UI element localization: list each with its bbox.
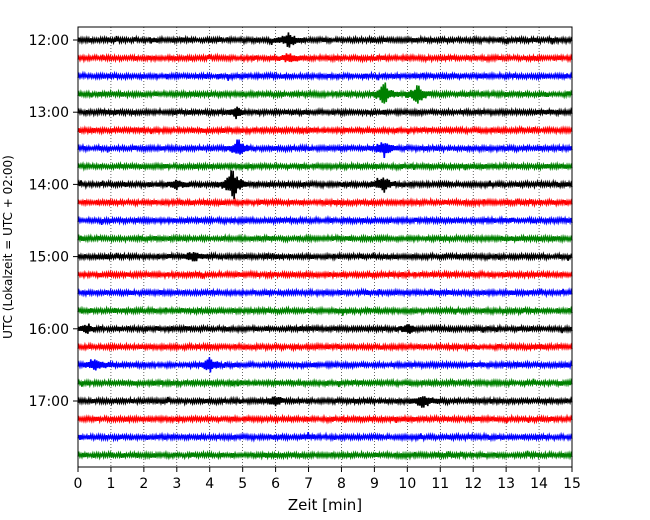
y-tick-label: 14:00 (29, 177, 69, 193)
x-tick-label: 3 (172, 476, 181, 492)
x-tick-label: 2 (139, 476, 148, 492)
y-tick-label: 16:00 (29, 322, 69, 338)
trace-11 (77, 233, 573, 245)
traces (77, 32, 573, 461)
trace-8 (77, 170, 573, 200)
x-tick-label: 0 (74, 476, 83, 492)
trace-3 (77, 82, 573, 104)
trace-21 (77, 413, 573, 425)
trace-18 (77, 357, 573, 373)
y-tick-label: 15:00 (29, 250, 69, 266)
trace-17 (77, 341, 573, 353)
x-tick-label: 9 (370, 476, 379, 492)
trace-15 (77, 305, 573, 317)
trace-19 (77, 377, 573, 389)
y-axis-label: UTC (Lokalzeit = UTC + 02:00) (1, 155, 15, 339)
trace-12 (77, 250, 573, 263)
x-tick-label: 11 (431, 476, 449, 492)
trace-4 (77, 106, 573, 120)
x-tick-label: 15 (563, 476, 581, 492)
y-axis: 12:00 13:00 14:00 15:00 16:00 17:00 (29, 33, 78, 410)
x-tick-label: 12 (464, 476, 482, 492)
y-tick-label: 13:00 (29, 105, 69, 121)
trace-1 (77, 52, 573, 64)
y-tick-label: 17:00 (29, 394, 69, 410)
trace-6 (77, 139, 573, 158)
x-tick-label: 10 (398, 476, 416, 492)
x-axis: 0 1 2 3 4 5 6 7 8 9 10 11 12 13 14 15 (74, 467, 581, 492)
x-tick-label: 5 (238, 476, 247, 492)
x-axis-label: Zeit [min] (288, 496, 362, 514)
x-tick-label: 8 (337, 476, 346, 492)
x-tick-label: 14 (530, 476, 548, 492)
grid-lines (110, 27, 540, 467)
trace-0 (77, 32, 573, 48)
trace-22 (77, 431, 573, 443)
trace-20 (77, 395, 573, 408)
trace-13 (77, 268, 573, 281)
x-tick-label: 6 (271, 476, 280, 492)
x-tick-label: 4 (205, 476, 214, 492)
trace-9 (77, 196, 573, 208)
trace-16 (77, 323, 573, 335)
trace-14 (77, 287, 573, 299)
y-tick-label: 12:00 (29, 33, 69, 49)
trace-23 (77, 449, 573, 461)
x-tick-label: 13 (497, 476, 515, 492)
trace-7 (77, 160, 573, 172)
trace-5 (77, 124, 573, 136)
x-tick-label: 1 (106, 476, 115, 492)
plot-frame (77, 26, 573, 468)
trace-10 (77, 214, 573, 227)
trace-2 (77, 70, 573, 82)
x-tick-label: 7 (304, 476, 313, 492)
